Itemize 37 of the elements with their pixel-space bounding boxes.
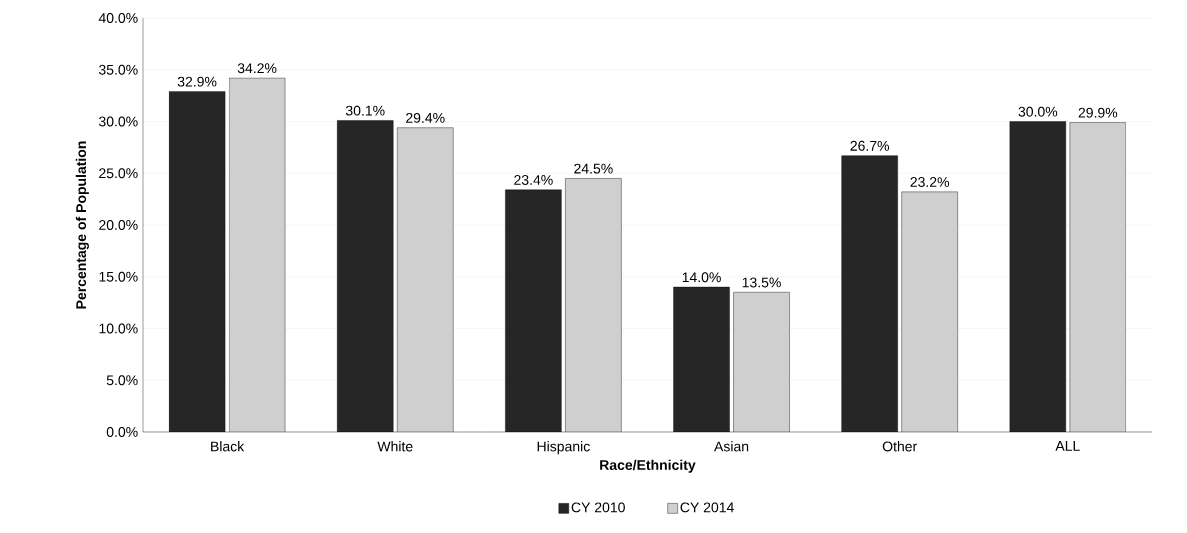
y-tick-label: 0.0% xyxy=(106,427,138,437)
data-label: 29.4% xyxy=(406,112,445,123)
x-axis-title: Race/Ethnicity xyxy=(600,459,696,473)
y-axis-title: Percentage of Population xyxy=(75,141,89,309)
data-label: 13.5% xyxy=(742,277,781,288)
y-tick-label: 30.0% xyxy=(98,116,138,127)
bar xyxy=(505,189,562,432)
x-tick-label: Hispanic xyxy=(537,441,590,455)
legend-label: CY 2014 xyxy=(680,502,734,513)
bar xyxy=(1009,121,1067,432)
data-label: 30.0% xyxy=(1018,106,1058,117)
data-label: 32.9% xyxy=(177,76,217,87)
y-tick-label: 20.0% xyxy=(99,220,138,230)
y-tick-label: 10.0% xyxy=(99,323,138,334)
y-tick-label: 40.0% xyxy=(98,13,138,23)
data-label: 23.4% xyxy=(514,175,553,185)
data-label: 26.7% xyxy=(850,140,890,151)
data-label: 14.0% xyxy=(682,272,721,283)
bar xyxy=(337,120,394,432)
data-label: 34.2% xyxy=(237,63,277,74)
bar xyxy=(673,287,730,432)
x-tick-label: Other xyxy=(882,441,917,452)
data-label: 29.9% xyxy=(1078,107,1118,118)
x-tick-label: White xyxy=(377,441,413,452)
bar xyxy=(841,155,898,432)
y-tick-label: 35.0% xyxy=(98,64,138,75)
y-tick-label: 5.0% xyxy=(106,375,138,386)
y-tick-label: 25.0% xyxy=(99,168,138,179)
x-tick-label: Black xyxy=(211,441,245,452)
y-tick-label: 15.0% xyxy=(99,271,138,282)
x-tick-label: Asian xyxy=(714,441,749,452)
legend-label: CY 2010 xyxy=(571,502,625,513)
data-label: 23.2% xyxy=(910,177,950,188)
data-label: 30.1% xyxy=(345,105,385,116)
data-label: 24.5% xyxy=(574,163,613,174)
x-tick-label: ALL xyxy=(1055,441,1080,451)
bar xyxy=(169,91,226,432)
